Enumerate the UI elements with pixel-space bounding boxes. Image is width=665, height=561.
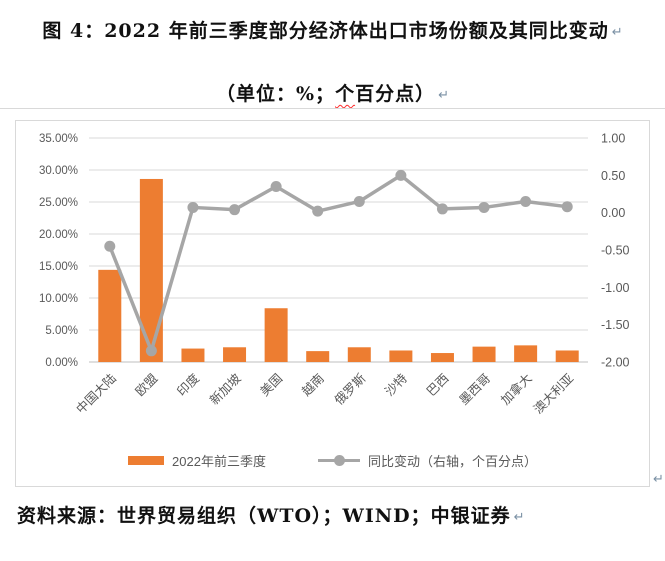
- right-axis-tick: 0.00: [601, 206, 625, 220]
- line-marker-澳大利亚: [561, 201, 573, 213]
- bar-沙特: [389, 350, 413, 362]
- right-axis-tick: -0.50: [601, 244, 630, 258]
- bar-俄罗斯: [347, 347, 371, 362]
- line-marker-沙特: [395, 169, 407, 181]
- line-marker-印度: [187, 201, 199, 213]
- paragraph-return-icon: ↵: [611, 25, 623, 40]
- bar-新加坡: [223, 347, 247, 362]
- bar-加拿大: [514, 345, 538, 362]
- right-axis-tick: -1.00: [601, 281, 630, 295]
- line-marker-俄罗斯: [353, 195, 365, 207]
- bar-series-swatch-icon: [128, 456, 165, 465]
- subtitle-pre: （单位：%；: [216, 83, 336, 105]
- right-axis-tick: -1.50: [601, 318, 630, 332]
- horizontal-divider: [0, 108, 665, 109]
- figure-subtitle: （单位：%；个百分点） ↵: [0, 79, 665, 106]
- line-marker-新加坡: [229, 204, 241, 216]
- figure-title: 图 4：2022 年前三季度部分经济体出口市场份额及其同比变动 ↵: [0, 16, 665, 43]
- legend-label-bar-series: 2022年前三季度: [172, 454, 266, 469]
- left-axis-tick: 30.00%: [39, 165, 78, 177]
- figure-title-text: 图 4：2022 年前三季度部分经济体出口市场份额及其同比变动: [42, 20, 609, 42]
- left-axis-tick: 5.00%: [45, 325, 78, 337]
- paragraph-return-icon: ↵: [653, 471, 664, 486]
- legend-label-line-series: 同比变动（右轴，个百分点）: [367, 454, 537, 469]
- line-marker-中国大陆: [104, 240, 116, 252]
- right-axis-tick: 1.00: [601, 132, 625, 146]
- left-axis-tick: 35.00%: [39, 133, 78, 145]
- category-label-印度: 印度: [174, 370, 203, 399]
- left-axis-tick: 10.00%: [39, 293, 78, 305]
- category-label-越南: 越南: [299, 371, 327, 399]
- category-label-沙特: 沙特: [382, 371, 410, 399]
- line-marker-巴西: [436, 203, 448, 215]
- line-series: [108, 173, 568, 353]
- bar-欧盟: [139, 178, 163, 362]
- bar-印度: [181, 348, 205, 362]
- category-label-美国: 美国: [258, 371, 286, 399]
- bar-美国: [264, 308, 288, 362]
- category-label-欧盟: 欧盟: [133, 371, 161, 399]
- category-label-巴西: 巴西: [424, 371, 452, 399]
- category-label-墨西哥: 墨西哥: [457, 371, 493, 407]
- source-text: 资料来源：世界贸易组织（WTO）；WIND；中银证券 ↵: [17, 505, 525, 527]
- bar-墨西哥: [472, 346, 496, 362]
- subtitle-post: 百分点）: [355, 83, 436, 105]
- line-marker-加拿大: [520, 195, 532, 207]
- bar-澳大利亚: [555, 350, 579, 362]
- line-marker-越南: [312, 205, 324, 217]
- line-series-swatch-icon: [317, 455, 360, 466]
- category-label-新加坡: 新加坡: [207, 370, 244, 407]
- bar-中国大陆: [98, 269, 122, 362]
- bar-越南: [306, 351, 330, 362]
- legend-item-bar-series: 2022年前三季度: [128, 451, 266, 470]
- chart-plot-area: 35.00% 30.00% 25.00% 20.00% 15.00% 10.00% 5.00…: [39, 132, 630, 417]
- right-axis-tick: 0.50: [601, 169, 625, 183]
- line-marker-欧盟: [145, 345, 157, 357]
- right-axis-tick: -2.00: [601, 356, 630, 370]
- legend-item-line-series: 同比变动（右轴，个百分点）: [317, 451, 537, 470]
- chart-legend: 2022年前三季度 同比变动（右轴，个百分点）: [16, 451, 649, 470]
- line-marker-美国: [270, 181, 282, 193]
- left-axis-tick: 15.00%: [39, 261, 78, 273]
- category-label-澳大利亚: 澳大利亚: [531, 371, 576, 416]
- category-label-俄罗斯: 俄罗斯: [332, 371, 368, 407]
- paragraph-return-icon: ↵: [513, 510, 525, 525]
- left-axis-tick: 20.00%: [39, 229, 78, 241]
- left-axis-tick: 25.00%: [39, 197, 78, 209]
- category-label-中国大陆: 中国大陆: [73, 371, 119, 417]
- category-label-加拿大: 加拿大: [498, 371, 535, 408]
- bar-巴西: [430, 353, 454, 362]
- paragraph-return-icon: ↵: [438, 88, 449, 103]
- subtitle-spellcheck-word: 个: [335, 83, 356, 105]
- left-axis-tick: 0.00%: [45, 357, 78, 369]
- line-marker-墨西哥: [478, 201, 490, 213]
- chart: 35.00% 30.00% 25.00% 20.00% 15.00% 10.00% 5.00…: [15, 120, 650, 487]
